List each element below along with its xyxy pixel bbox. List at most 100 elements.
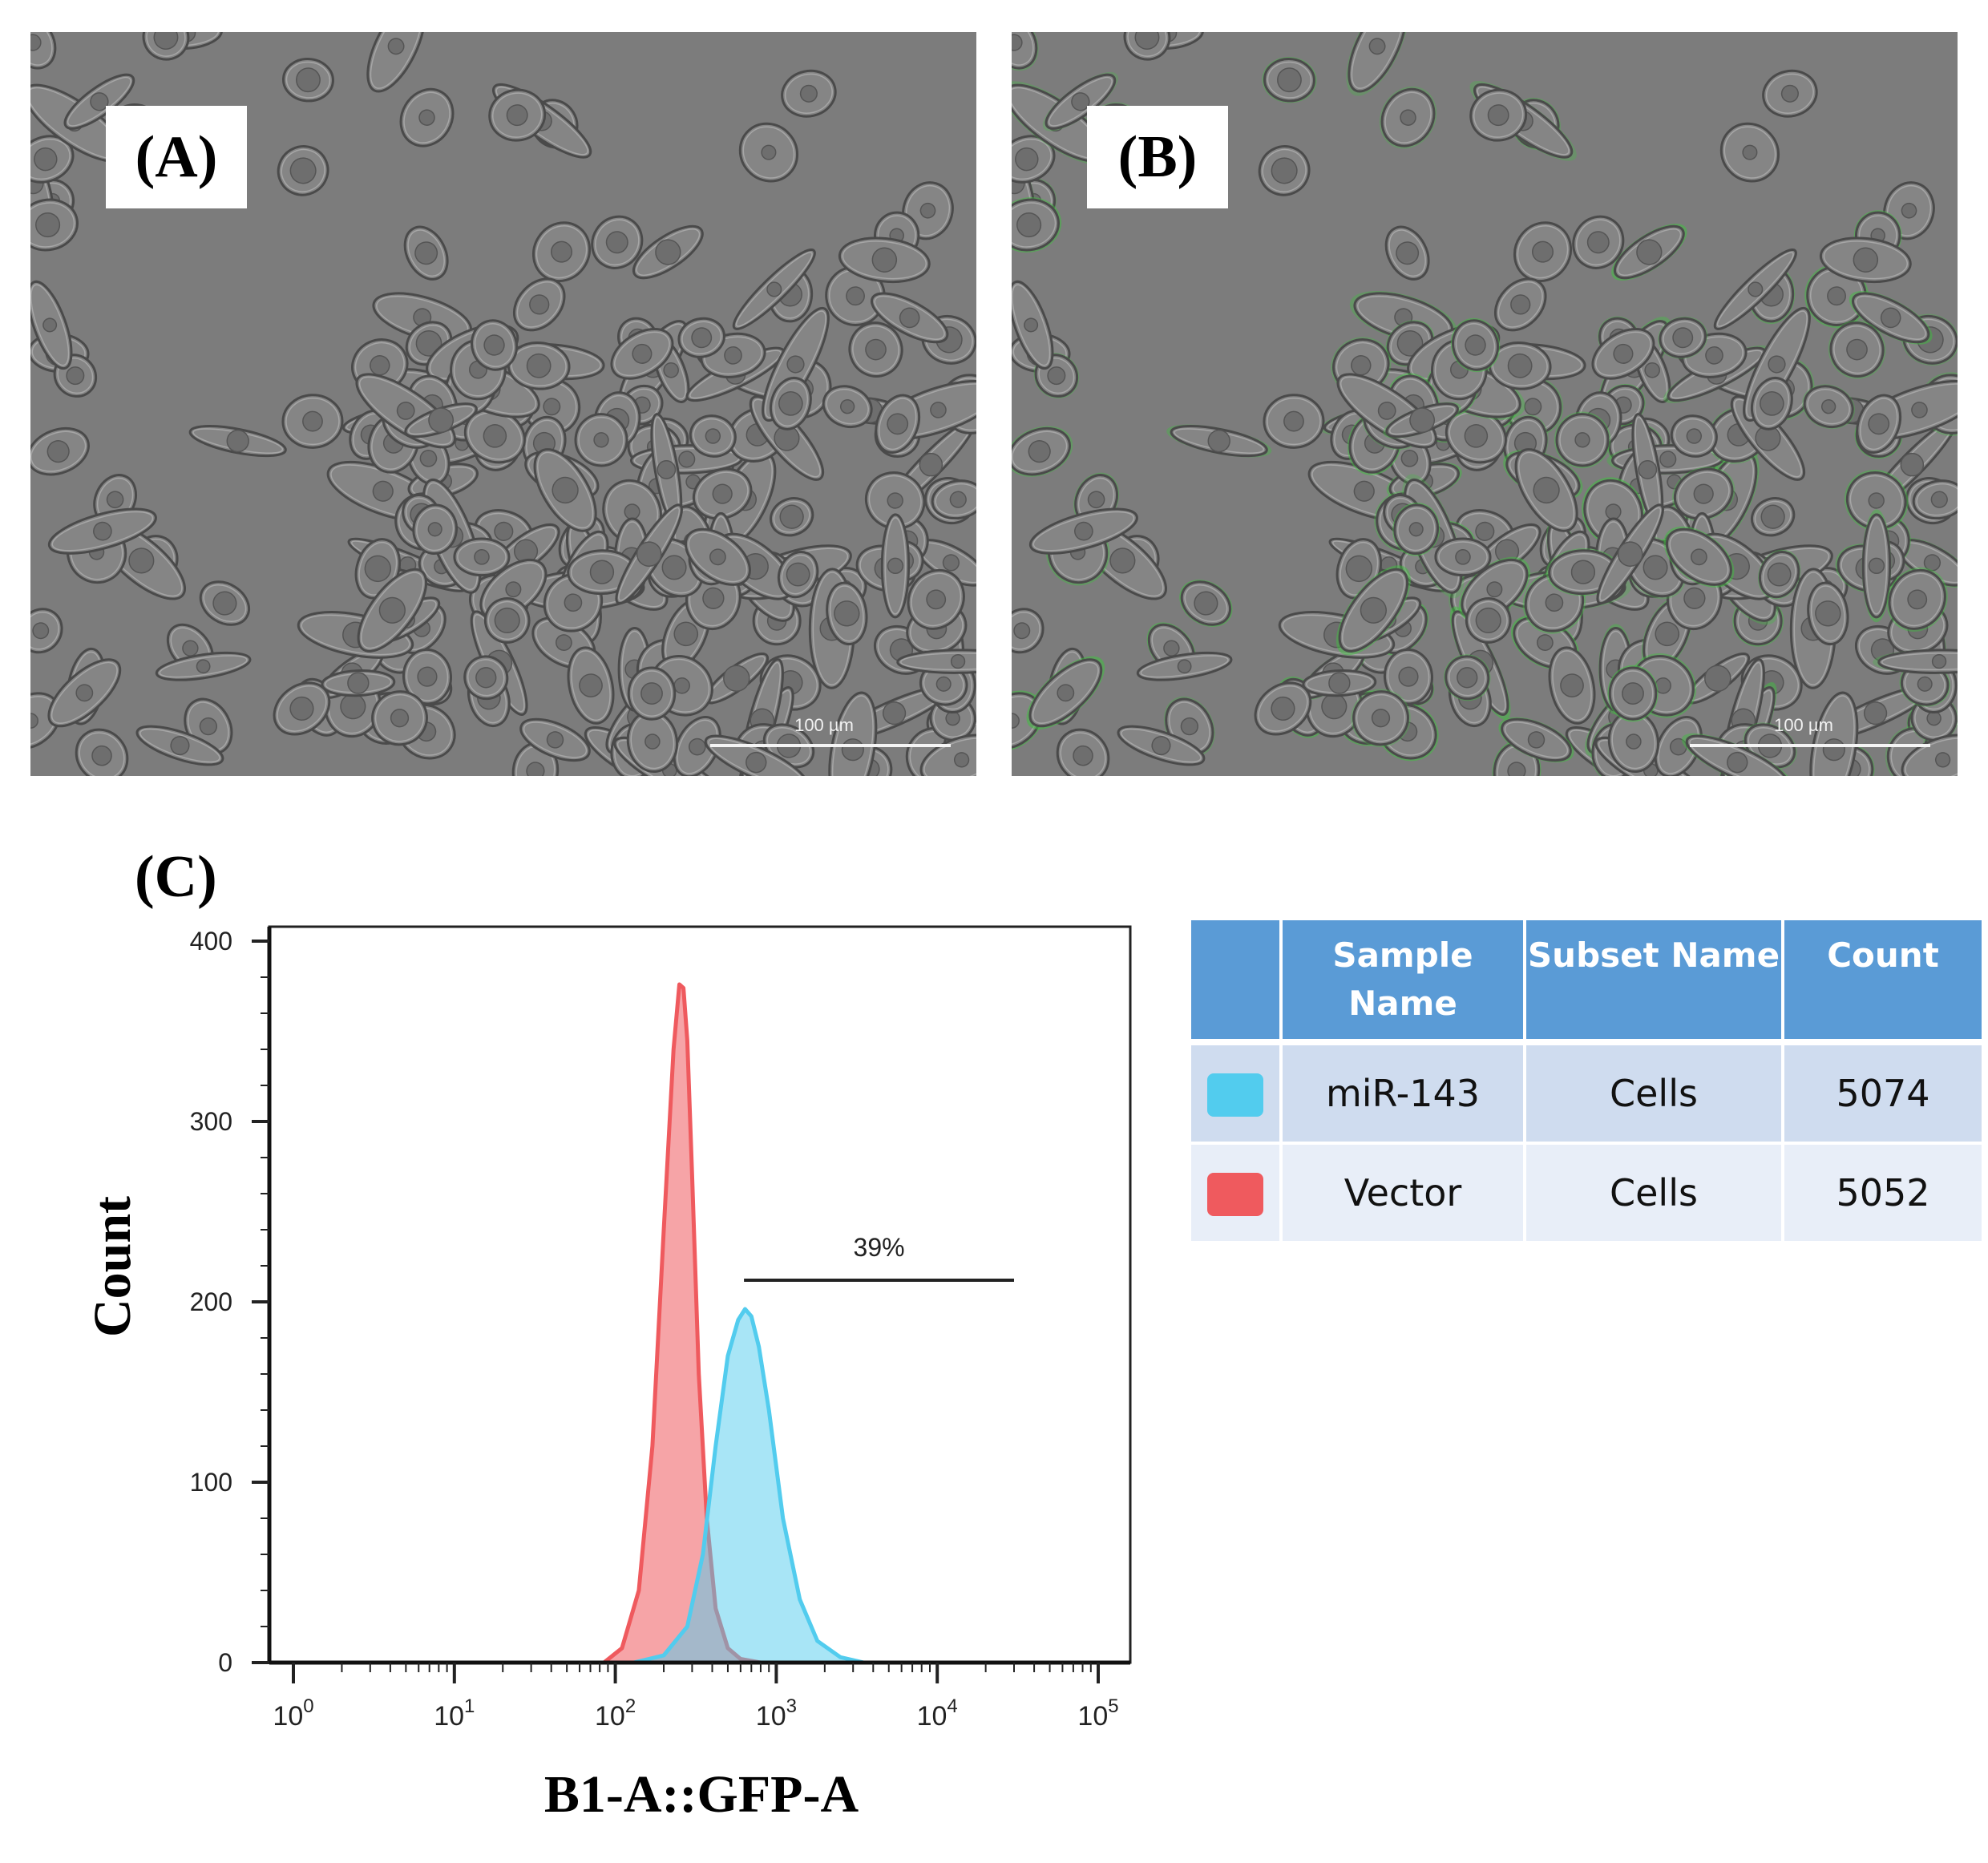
cell-shape	[1444, 654, 1491, 701]
cell-shape	[1263, 394, 1325, 449]
x-tick-label: 102	[595, 1695, 636, 1732]
cell-shape	[321, 669, 396, 697]
y-tick-label: 200	[190, 1287, 232, 1316]
cell-shape	[1856, 394, 1902, 454]
vector-color-swatch	[1207, 1172, 1263, 1216]
subset-name-cell: Cells	[1526, 1145, 1784, 1244]
cell-shape	[155, 651, 252, 681]
cell-shape	[689, 414, 737, 458]
cell-shape	[1901, 733, 1958, 776]
cell-shape	[1611, 224, 1687, 281]
cell-shape	[402, 648, 452, 705]
cell-shape	[870, 292, 949, 344]
cell-shape	[769, 377, 812, 430]
cell-shape	[626, 710, 679, 774]
cell-shape	[610, 328, 674, 380]
cell-shape	[615, 503, 683, 605]
count-cell: 5074	[1784, 1045, 1982, 1145]
panel-label-c: (C)	[135, 844, 217, 910]
cell-shape	[1302, 669, 1377, 697]
cell-shape	[135, 725, 224, 766]
cell-shape	[650, 655, 713, 717]
cell-shape	[1819, 236, 1912, 284]
cell-shape	[1886, 567, 1948, 632]
cell-shape	[1548, 646, 1596, 725]
gfp-overlay-cells-image	[1012, 32, 1958, 776]
cell-shape	[1514, 448, 1578, 532]
cell-shape	[1384, 225, 1430, 281]
cell-shape	[404, 402, 478, 438]
cell-shape	[30, 32, 57, 70]
cell-shape	[673, 715, 721, 776]
cell-shape	[1179, 580, 1233, 627]
scale-bar-label-a: 100 µm	[794, 715, 854, 735]
cell-shape	[1591, 328, 1655, 380]
cell-shape	[30, 198, 79, 252]
cell-shape	[1488, 341, 1552, 390]
cell-shape	[1750, 377, 1793, 430]
cell-shape	[1828, 320, 1886, 379]
cell-shape	[1873, 649, 1958, 674]
cell-shape	[483, 597, 531, 644]
cell-shape	[1473, 523, 1542, 580]
subset-name-cell: Cells	[1526, 1045, 1784, 1145]
cell-shape	[357, 568, 428, 653]
cell-shape	[199, 580, 251, 626]
cell-shape	[1026, 656, 1105, 729]
cell-shape	[512, 277, 566, 332]
table-row: Vector Cells 5052	[1191, 1145, 1982, 1244]
cell-shape	[30, 280, 73, 370]
cell-shape	[1572, 215, 1625, 269]
cell-shape	[574, 413, 628, 467]
cell-shape	[875, 394, 921, 454]
cell-shape	[30, 135, 75, 184]
cell-shape	[1498, 717, 1574, 763]
cell-shape	[371, 690, 428, 746]
y-tick-label: 0	[218, 1648, 232, 1677]
cell-shape	[1117, 725, 1206, 766]
y-tick-label: 100	[190, 1468, 232, 1497]
cell-shape	[47, 507, 157, 555]
cell-shape	[1750, 497, 1796, 537]
table-header-sample-name: Sample Name	[1283, 920, 1526, 1045]
cell-shape	[1056, 728, 1110, 776]
cell-shape	[1166, 424, 1272, 458]
cell-shape	[1807, 581, 1849, 646]
panel-label-b: (B)	[1087, 106, 1228, 208]
cell-shape	[1861, 509, 1892, 623]
cell-shape	[1012, 608, 1045, 654]
cell-shape	[142, 32, 190, 61]
cell-shape	[1434, 537, 1492, 577]
cell-shape	[1383, 402, 1461, 438]
cell-shape	[1607, 710, 1660, 774]
cell-shape	[1654, 715, 1703, 776]
cell-shape	[1681, 733, 1793, 776]
cell-shape	[1028, 507, 1138, 555]
count-cell: 5052	[1784, 1145, 1982, 1244]
cell-shape	[488, 88, 547, 142]
cell-shape	[896, 649, 976, 674]
cell-shape	[277, 145, 329, 196]
cell-shape	[273, 681, 331, 736]
cell-shape	[531, 221, 592, 282]
cell-shape	[30, 608, 63, 654]
sample-statistics-table: Sample Name Subset Name Count miR-143 Ce…	[1191, 920, 1982, 1244]
cell-shape	[1554, 411, 1611, 469]
micrograph-panel-a: (A) 100 µm	[30, 32, 976, 776]
cell-shape	[822, 385, 873, 429]
cell-shape	[931, 479, 976, 520]
cell-shape	[1849, 291, 1933, 345]
cell-shape	[632, 224, 704, 280]
cell-shape	[1012, 32, 1039, 71]
cell-shape	[1596, 503, 1664, 605]
cell-shape	[732, 249, 816, 330]
cell-shape	[519, 717, 591, 762]
cell-shape	[1670, 414, 1718, 458]
cell-shape	[366, 32, 426, 93]
cell-shape	[684, 527, 751, 586]
cell-shape	[1465, 597, 1512, 644]
cell-shape	[1042, 71, 1118, 131]
cell-shape	[47, 658, 122, 728]
cell-shape	[1757, 549, 1801, 600]
cell-shape	[399, 87, 455, 148]
